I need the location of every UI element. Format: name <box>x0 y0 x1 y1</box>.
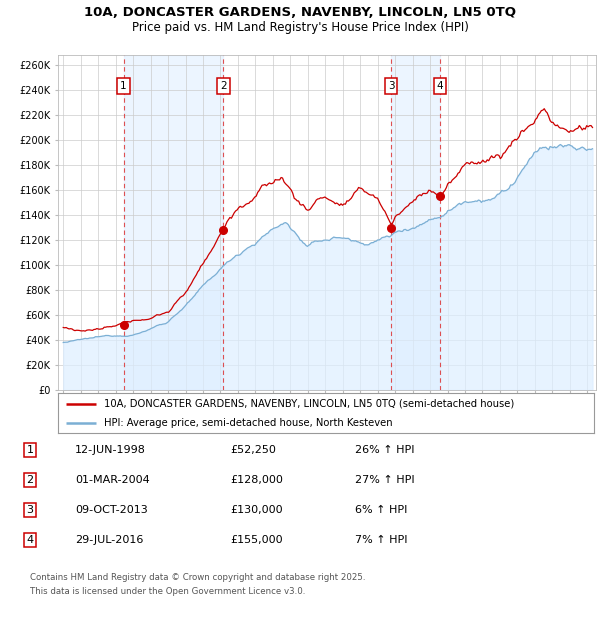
Text: 27% ↑ HPI: 27% ↑ HPI <box>355 475 415 485</box>
Text: 6% ↑ HPI: 6% ↑ HPI <box>355 505 407 515</box>
Text: 7% ↑ HPI: 7% ↑ HPI <box>355 535 407 545</box>
Text: 12-JUN-1998: 12-JUN-1998 <box>75 445 146 455</box>
Text: 4: 4 <box>437 81 443 91</box>
Text: 2: 2 <box>26 475 34 485</box>
Text: 1: 1 <box>26 445 34 455</box>
Text: £155,000: £155,000 <box>230 535 283 545</box>
Text: 1: 1 <box>120 81 127 91</box>
Text: 26% ↑ HPI: 26% ↑ HPI <box>355 445 415 455</box>
Text: This data is licensed under the Open Government Licence v3.0.: This data is licensed under the Open Gov… <box>30 587 305 595</box>
Bar <box>124 55 223 390</box>
Text: 10A, DONCASTER GARDENS, NAVENBY, LINCOLN, LN5 0TQ (semi-detached house): 10A, DONCASTER GARDENS, NAVENBY, LINCOLN… <box>104 399 514 409</box>
Text: £128,000: £128,000 <box>230 475 283 485</box>
Text: 01-MAR-2004: 01-MAR-2004 <box>75 475 150 485</box>
Text: 09-OCT-2013: 09-OCT-2013 <box>75 505 148 515</box>
Text: £52,250: £52,250 <box>230 445 276 455</box>
Text: Contains HM Land Registry data © Crown copyright and database right 2025.: Contains HM Land Registry data © Crown c… <box>30 572 365 582</box>
Text: 4: 4 <box>26 535 34 545</box>
Text: 3: 3 <box>388 81 394 91</box>
Text: 10A, DONCASTER GARDENS, NAVENBY, LINCOLN, LN5 0TQ: 10A, DONCASTER GARDENS, NAVENBY, LINCOLN… <box>84 6 516 19</box>
Bar <box>391 55 440 390</box>
Text: 3: 3 <box>26 505 34 515</box>
Text: 2: 2 <box>220 81 227 91</box>
Text: HPI: Average price, semi-detached house, North Kesteven: HPI: Average price, semi-detached house,… <box>104 418 392 428</box>
Text: Price paid vs. HM Land Registry's House Price Index (HPI): Price paid vs. HM Land Registry's House … <box>131 22 469 35</box>
Text: 29-JUL-2016: 29-JUL-2016 <box>75 535 143 545</box>
Text: £130,000: £130,000 <box>230 505 283 515</box>
